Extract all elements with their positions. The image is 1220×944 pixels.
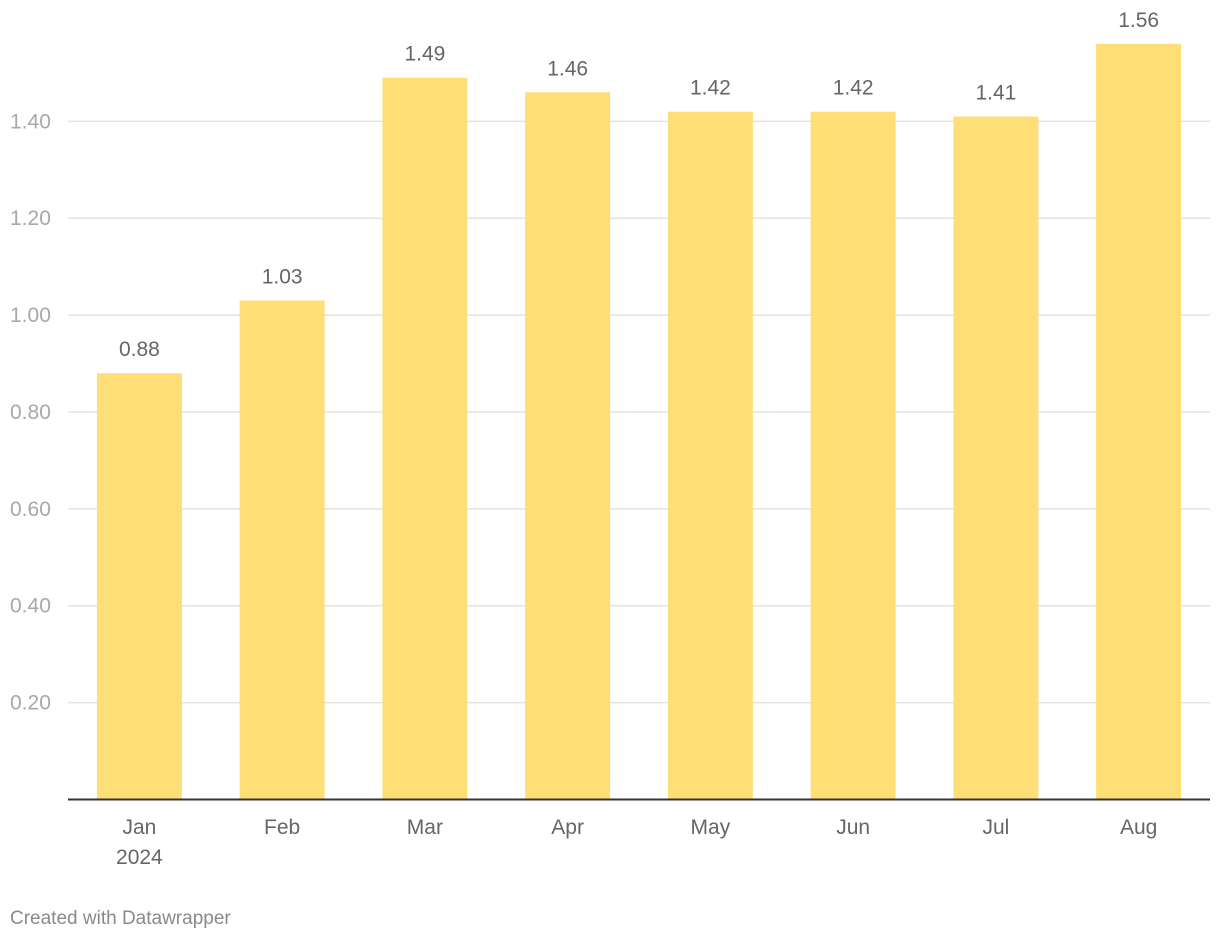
y-tick-label: 1.00 bbox=[10, 304, 51, 327]
bars bbox=[96, 43, 1182, 800]
y-tick-label: 0.20 bbox=[10, 692, 51, 715]
bar-value-label: 1.41 bbox=[975, 81, 1016, 104]
bar-value-label: 1.49 bbox=[404, 43, 445, 66]
x-tick-label: Mar bbox=[407, 816, 443, 839]
y-tick-label: 1.40 bbox=[10, 110, 51, 133]
bar-value-label: 1.42 bbox=[690, 77, 731, 100]
x-tick-label: Jul bbox=[982, 816, 1009, 839]
x-tick-label: Feb bbox=[264, 816, 300, 839]
bar bbox=[382, 77, 468, 800]
x-tick-label: Jan bbox=[122, 816, 156, 839]
bar-value-label: 1.56 bbox=[1118, 9, 1159, 32]
bar bbox=[667, 111, 753, 800]
x-tick-label: May bbox=[691, 816, 731, 839]
chart-canvas: 0.20 0.40 0.60 0.80 1.00 1.20 1.40 0.88 1.03 1.4… bbox=[10, 9, 1210, 869]
x-tick-sublabel: 2024 bbox=[116, 846, 163, 869]
bar bbox=[953, 116, 1039, 800]
x-tick-label: Jun bbox=[836, 816, 870, 839]
y-tick-label: 0.40 bbox=[10, 595, 51, 618]
bar-value-label: 1.03 bbox=[262, 266, 303, 289]
bar bbox=[810, 111, 896, 800]
bar-value-label: 1.46 bbox=[547, 57, 588, 80]
y-tick-label: 0.80 bbox=[10, 401, 51, 424]
bar-value-label: 1.42 bbox=[833, 77, 874, 100]
y-tick-label: 0.60 bbox=[10, 498, 51, 521]
bar bbox=[525, 92, 611, 800]
bar bbox=[1096, 43, 1182, 800]
data-labels: 0.88 1.03 1.49 1.46 1.42 1.42 1.41 1.56 bbox=[119, 9, 1159, 361]
x-tick-label: Apr bbox=[551, 816, 584, 839]
bar-value-label: 0.88 bbox=[119, 338, 160, 361]
x-axis: Jan 2024 Feb Mar Apr May Jun Jul Aug bbox=[68, 798, 1210, 869]
bar bbox=[96, 373, 182, 800]
x-tick-label: Aug bbox=[1120, 816, 1157, 839]
footer-credit: Created with Datawrapper bbox=[10, 908, 231, 929]
bar bbox=[239, 300, 325, 800]
y-tick-label: 1.20 bbox=[10, 207, 51, 230]
